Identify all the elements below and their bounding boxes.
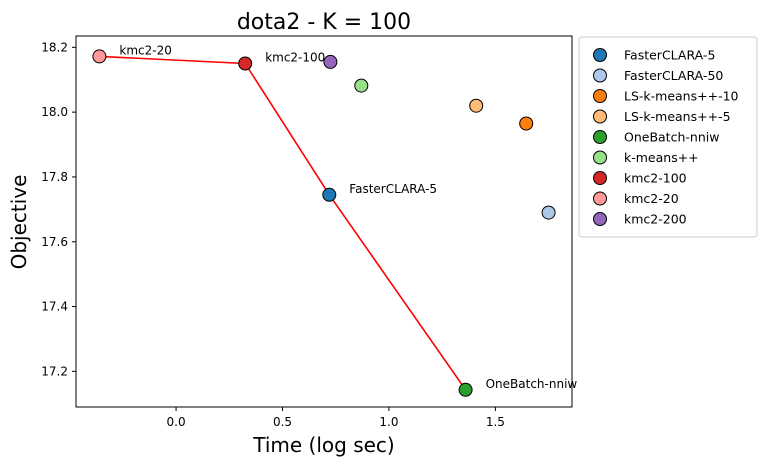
annotation-layer: FasterCLARA-5 OneBatch-nniw kmc2-100 kmc2-2… <box>119 43 577 390</box>
legend-label: kmc2-100 <box>624 171 687 186</box>
legend-label: k-means++ <box>624 150 699 165</box>
y-tick-label: 17.2 <box>41 364 68 378</box>
point-k-means- <box>354 78 369 93</box>
y-tick-label: 17.8 <box>41 170 68 184</box>
x-axis-title: Time (log sec) <box>252 433 394 457</box>
pareto-line <box>99 55 467 391</box>
legend-items: FasterCLARA-5 FasterCLARA-50 LS-k-means++-… <box>593 48 739 227</box>
plot-frame <box>75 35 573 408</box>
point-ls-k-means-10 <box>519 116 534 131</box>
legend-label: FasterCLARA-50 <box>624 68 723 83</box>
plot-background <box>76 36 572 407</box>
point-fasterclara-5 <box>322 187 337 202</box>
y-tick-label: 17.6 <box>41 235 68 249</box>
legend-label: kmc2-20 <box>624 191 679 206</box>
plot-area: FasterCLARA-5 OneBatch-nniw kmc2-100 kmc2-2… <box>75 35 577 408</box>
legend-marker <box>593 109 607 124</box>
points-layer <box>92 49 556 397</box>
x-tick-label: 1.0 <box>379 415 398 429</box>
y-tick-label: 18.0 <box>41 105 68 119</box>
legend-marker <box>593 171 607 185</box>
legend-label: kmc2-200 <box>624 212 687 227</box>
chart-title: dota2 - K = 100 <box>237 10 411 35</box>
point-kmc2-20 <box>92 49 107 64</box>
x-tick-label: 0.5 <box>273 415 292 429</box>
x-tick-label: 0.0 <box>167 415 186 429</box>
pareto-layer <box>99 55 467 391</box>
x-axis: 0.0 0.5 1.0 1.5 <box>167 407 505 429</box>
legend: FasterCLARA-5 FasterCLARA-50 LS-k-means++-… <box>578 36 758 238</box>
legend-marker <box>593 191 607 206</box>
y-tick-label: 17.4 <box>41 300 68 314</box>
legend-marker <box>593 130 607 144</box>
legend-label: LS-k-means++-10 <box>624 89 739 104</box>
annotation-label: FasterCLARA-5 <box>349 182 437 196</box>
y-axis: 17.2 17.4 17.6 17.8 18.0 18.2 <box>41 40 76 378</box>
legend-marker <box>593 212 607 226</box>
point-kmc2-100 <box>238 56 253 71</box>
point-onebatch-nniw <box>458 382 473 397</box>
annotation-label: OneBatch-nniw <box>486 377 578 391</box>
legend-frame <box>578 36 758 238</box>
legend-marker <box>593 48 607 62</box>
point-ls-k-means-5 <box>469 98 484 113</box>
legend-marker <box>593 68 607 83</box>
legend-label: OneBatch-nniw <box>624 130 719 145</box>
legend-label: LS-k-means++-5 <box>624 109 731 124</box>
y-axis-title: Objective <box>7 175 31 270</box>
y-tick-label: 18.2 <box>41 40 68 54</box>
point-kmc2-200 <box>323 54 338 69</box>
legend-marker <box>593 89 607 103</box>
annotation-label: kmc2-20 <box>119 43 171 57</box>
annotation-label: kmc2-100 <box>265 51 325 65</box>
point-fasterclara-50 <box>541 205 556 220</box>
legend-label: FasterCLARA-5 <box>624 48 715 63</box>
legend-marker <box>593 150 607 165</box>
x-tick-label: 1.5 <box>486 415 505 429</box>
